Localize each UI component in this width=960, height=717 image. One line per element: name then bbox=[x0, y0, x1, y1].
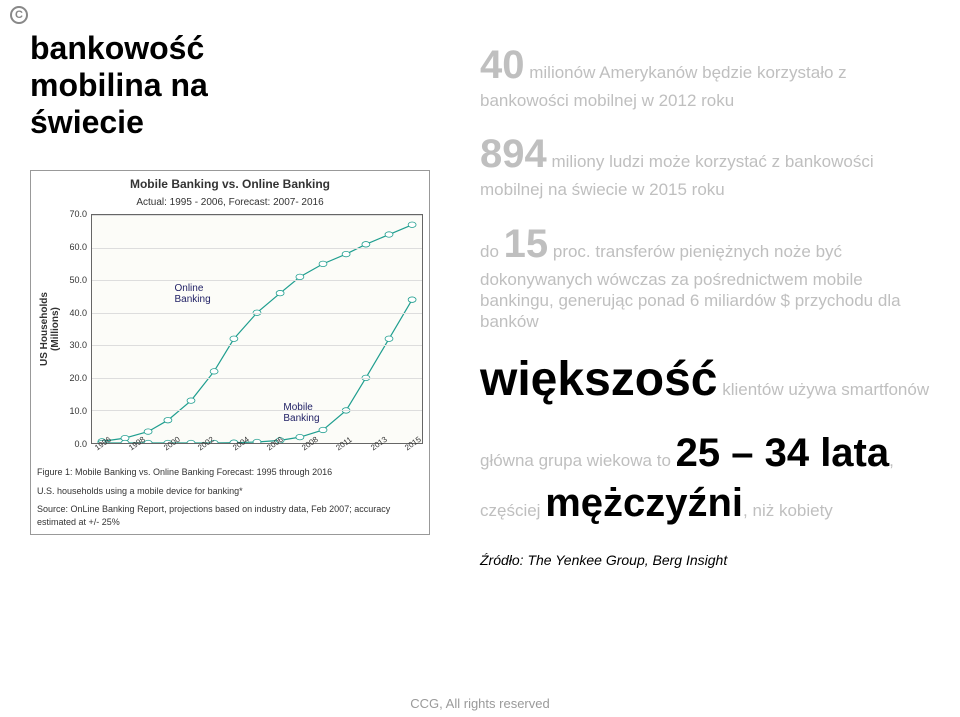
gridline bbox=[92, 215, 422, 216]
stat-block: 40 milionów Amerykanów będzie korzystało… bbox=[480, 40, 930, 111]
footer: CCG, All rights reserved bbox=[0, 696, 960, 711]
chart-marker bbox=[253, 439, 261, 443]
y-tick-label: 40.0 bbox=[69, 308, 87, 318]
chart-plot: 1996199820002002200420062008201120132015… bbox=[91, 214, 423, 444]
title-line: świecie bbox=[30, 104, 144, 140]
chart-marker bbox=[164, 417, 172, 422]
chart-marker bbox=[408, 222, 416, 227]
stat-block: do 15 proc. transferów pieniężnych noże … bbox=[480, 219, 930, 333]
chart-marker bbox=[408, 297, 416, 302]
stat-number: 15 bbox=[504, 222, 549, 266]
y-tick-label: 10.0 bbox=[69, 406, 87, 416]
chart-marker bbox=[187, 440, 195, 443]
stat-number: 40 bbox=[480, 43, 525, 87]
chart-container: Mobile Banking vs. Online Banking Actual… bbox=[30, 170, 430, 535]
gridline bbox=[92, 280, 422, 281]
y-tick-label: 20.0 bbox=[69, 373, 87, 383]
page-title: bankowość mobilina na świecie bbox=[30, 30, 450, 140]
logo-icon: C bbox=[10, 6, 28, 24]
stat-age: główna grupa wiekowa to 25 – 34 lata, cz… bbox=[480, 428, 930, 528]
y-ticks: 0.010.020.030.040.050.060.070.0 bbox=[65, 214, 89, 444]
caption-line: Source: OnLine Banking Report, projectio… bbox=[37, 503, 423, 528]
chart-marker bbox=[362, 242, 370, 247]
source-label: Źródło: The Yenkee Group, Berg Insight bbox=[480, 552, 930, 568]
stat-block: 894 miliony ludzi może korzystać z banko… bbox=[480, 129, 930, 200]
stat-post: , niż kobiety bbox=[743, 501, 833, 520]
stat-big-word: większość bbox=[480, 353, 717, 406]
y-tick-label: 50.0 bbox=[69, 275, 87, 285]
gridline bbox=[92, 378, 422, 379]
right-column: 40 milionów Amerykanów będzie korzystało… bbox=[450, 30, 930, 687]
y-tick-label: 70.0 bbox=[69, 209, 87, 219]
caption-line: U.S. households using a mobile device fo… bbox=[37, 485, 423, 498]
x-ticks: 1996199820002002200420062008201120132015 bbox=[92, 445, 422, 459]
y-axis-spacer: 0.010.020.030.040.050.060.070.0 bbox=[63, 214, 91, 444]
page-content: bankowość mobilina na świecie Mobile Ban… bbox=[30, 30, 930, 687]
chart-marker bbox=[385, 232, 393, 237]
stat-text: milionów Amerykanów będzie korzystało z … bbox=[480, 63, 847, 110]
series-label: OnlineBanking bbox=[175, 283, 211, 305]
chart-marker bbox=[319, 261, 327, 266]
stat-pre: główna grupa wiekowa to bbox=[480, 451, 676, 470]
chart-marker bbox=[187, 398, 195, 403]
chart-line bbox=[102, 225, 412, 442]
chart-title: Mobile Banking vs. Online Banking bbox=[37, 177, 423, 193]
stat-text: klientów używa smartfonów bbox=[717, 380, 929, 399]
gridline bbox=[92, 345, 422, 346]
gridline bbox=[92, 313, 422, 314]
caption-line: Figure 1: Mobile Banking vs. Online Bank… bbox=[37, 466, 423, 479]
stat-gender: mężczyźni bbox=[545, 481, 743, 525]
gridline bbox=[92, 410, 422, 411]
chart-marker bbox=[144, 429, 152, 434]
chart-line bbox=[102, 300, 412, 443]
left-column: bankowość mobilina na świecie Mobile Ban… bbox=[30, 30, 450, 687]
chart-area: US Households(Millions) 0.010.020.030.04… bbox=[37, 214, 423, 444]
chart-marker bbox=[296, 274, 304, 279]
chart-subtitle: Actual: 1995 - 2006, Forecast: 2007- 201… bbox=[37, 197, 423, 208]
stat-mid: proc. bbox=[548, 242, 591, 261]
chart-marker bbox=[121, 440, 129, 443]
y-tick-label: 60.0 bbox=[69, 242, 87, 252]
chart-marker bbox=[230, 336, 238, 341]
chart-marker bbox=[276, 290, 284, 295]
stat-pre: do bbox=[480, 242, 504, 261]
chart-marker bbox=[342, 251, 350, 256]
y-tick-label: 0.0 bbox=[74, 439, 87, 449]
title-line: bankowość bbox=[30, 30, 204, 66]
stat-age-range: 25 – 34 lata bbox=[676, 431, 890, 475]
series-label: MobileBanking bbox=[283, 402, 319, 424]
chart-marker bbox=[296, 434, 304, 439]
y-tick-label: 30.0 bbox=[69, 340, 87, 350]
chart-ylabel: US Households(Millions) bbox=[37, 214, 63, 444]
gridline bbox=[92, 248, 422, 249]
chart-svg bbox=[92, 215, 422, 443]
chart-caption: Figure 1: Mobile Banking vs. Online Bank… bbox=[37, 466, 423, 528]
chart-marker bbox=[210, 369, 218, 374]
stat-majority: większość klientów używa smartfonów bbox=[480, 350, 930, 410]
title-line: mobilina na bbox=[30, 67, 208, 103]
stat-number: 894 bbox=[480, 132, 547, 176]
chart-marker bbox=[385, 336, 393, 341]
chart-marker bbox=[319, 427, 327, 432]
